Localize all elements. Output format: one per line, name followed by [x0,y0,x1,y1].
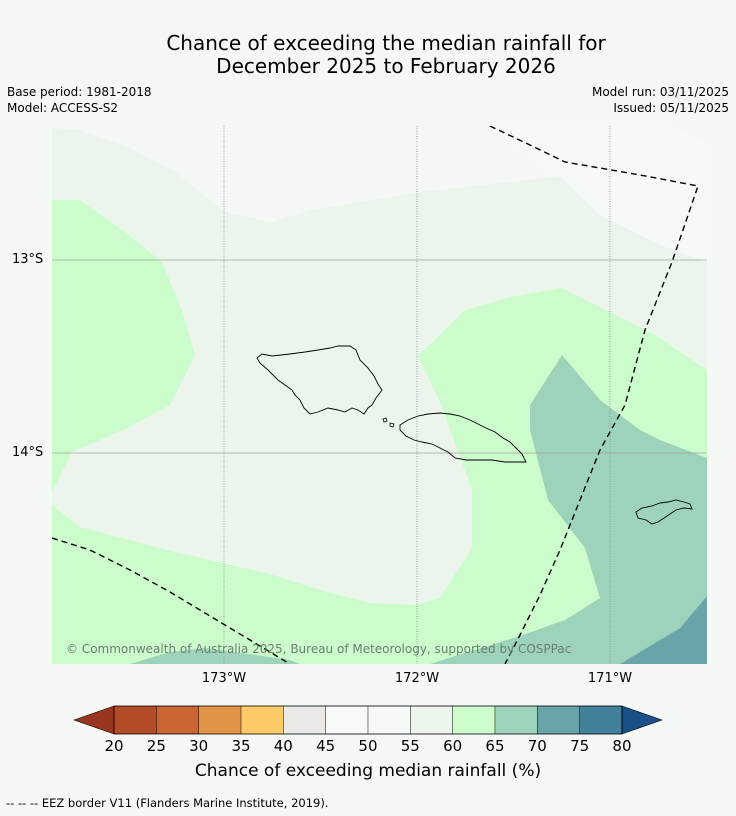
colorbar-segment [452,706,496,734]
colorbar-label: Chance of exceeding median rainfall (%) [194,761,542,781]
colorbar-segment [494,706,538,734]
colorbar-segment [579,706,623,734]
colorbar-tick-label: 45 [316,737,336,755]
colorbar-tick-label: 75 [570,737,590,755]
map-title: Chance of exceeding the median rainfall … [0,32,736,78]
meta-left: Base period: 1981-2018 Model: ACCESS-S2 [7,84,152,116]
colorbar-segment [410,706,454,734]
issued-date: Issued: 05/11/2025 [613,101,729,115]
meta-right: Model run: 03/11/2025 Issued: 05/11/2025 [592,84,729,116]
colorbar-tick-label: 30 [189,737,209,755]
colorbar-segment [325,706,369,734]
eez-border-west [52,537,291,664]
colorbar-tick-label: 70 [527,737,547,755]
lat-label-14s: 14°S [12,445,44,460]
colorbar-segment [114,706,157,734]
tutuila-island [635,499,693,525]
upolu-island [399,412,527,463]
colorbar-segment [283,706,327,734]
colorbar-tick-label: 55 [400,737,420,755]
contour-70-75 [620,596,707,664]
model-name: Model: ACCESS-S2 [7,101,119,115]
contour-60-65-west [52,200,195,492]
lat-label-13s: 13°S [12,252,44,267]
colorbar-tick-label: 60 [443,737,463,755]
savaii-island [256,345,383,415]
manono-islet [389,422,395,428]
colorbar-segment [198,706,242,734]
colorbar-tick-label: 20 [104,737,124,755]
lon-label-171w: 171°W [587,671,633,686]
title-line-2: December 2025 to February 2026 [216,54,556,78]
lon-label-173w: 173°W [201,671,247,686]
colorbar-segment [240,706,284,734]
eez-border-east [489,126,699,664]
contour-50-55-topleft [52,126,707,262]
contour-65-70 [430,355,707,664]
base-period: Base period: 1981-2018 [7,85,152,99]
colorbar-tick-label: 65 [485,737,505,755]
copyright-notice: © Commonwealth of Australia 2025, Bureau… [66,642,572,656]
colorbar-tick-label: 50 [358,737,378,755]
colorbar-tick-label: 25 [146,737,166,755]
lon-label-172w: 172°W [394,671,440,686]
colorbar-segment [156,706,200,734]
eez-footnote: -- -- -- EEZ border V11 (Flanders Marine… [6,796,329,810]
colorbar-extend-low [73,705,115,735]
title-line-1: Chance of exceeding the median rainfall … [166,31,606,55]
contour-60-65-south [52,288,707,664]
colorbar-segment [367,706,411,734]
contour-65-70-bottom [130,648,300,664]
colorbar-extend-high [621,705,663,735]
colorbar-tick-label: 35 [231,737,251,755]
apolima-islet [382,417,388,423]
colorbar-tick-label: 80 [612,737,632,755]
model-run: Model run: 03/11/2025 [591,85,729,99]
colorbar-frame [113,705,623,735]
colorbar-tick-label: 40 [273,737,293,755]
colorbar-segment [537,706,581,734]
